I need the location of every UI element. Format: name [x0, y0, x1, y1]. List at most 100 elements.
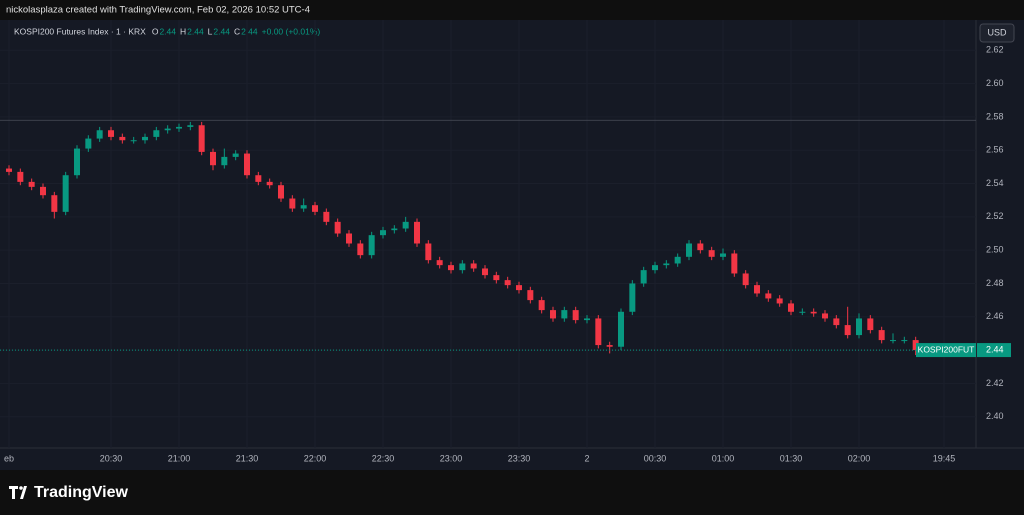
x-tick-label: 23:30 — [508, 453, 531, 463]
y-tick-label: 2.58 — [986, 111, 1004, 121]
candle-body — [890, 340, 896, 342]
x-tick-label: 19:45 — [933, 453, 956, 463]
candle-body — [459, 263, 466, 271]
candle-body — [198, 125, 205, 152]
candle-body — [606, 345, 613, 347]
candle-body — [391, 228, 398, 231]
candle-body — [153, 130, 160, 137]
candle-body — [244, 153, 250, 176]
candle-body — [822, 313, 828, 319]
candle-body — [119, 136, 126, 141]
candle-body — [96, 130, 103, 139]
candle-body — [312, 205, 318, 212]
candle-body — [584, 318, 590, 321]
candle-body — [289, 198, 296, 209]
candle-body — [164, 128, 171, 131]
candle-body — [334, 221, 341, 234]
candle-body — [731, 253, 738, 274]
last-price-label: 2.44 — [986, 344, 1004, 354]
candle-body — [833, 318, 840, 326]
candle-body — [278, 185, 284, 199]
last-price-badge — [977, 343, 1011, 358]
candle-body — [300, 205, 307, 209]
candle-body — [516, 285, 522, 291]
candle-body — [595, 318, 602, 346]
candle-body — [652, 265, 658, 271]
candle-body — [176, 126, 182, 129]
candle-body — [448, 265, 454, 271]
candle-body — [856, 318, 862, 336]
y-tick-label: 2.40 — [986, 411, 1004, 421]
overlay: KOSPI200FUT 2.44 — [0, 343, 1011, 358]
candle-body — [640, 270, 647, 284]
candle-body — [810, 311, 817, 314]
y-tick-label: 2.56 — [986, 145, 1004, 155]
candle-body — [357, 243, 364, 256]
candle-body — [629, 283, 636, 312]
candle-body — [674, 256, 681, 264]
candle-body — [799, 311, 806, 313]
currency[interactable]: USD — [987, 27, 1007, 37]
candle-body — [720, 253, 726, 257]
candle-body — [51, 195, 58, 212]
x-tick-label: 21:30 — [236, 453, 259, 463]
candle-body — [538, 300, 545, 311]
candle-body — [255, 175, 262, 182]
candle-body — [493, 275, 500, 281]
legend-change: +0.00 (+0.01%) — [262, 26, 321, 36]
y-tick-label: 2.60 — [986, 78, 1004, 88]
candle-body — [550, 310, 556, 319]
candle-body — [878, 330, 885, 341]
candle-body — [6, 168, 12, 172]
series-name-badge — [916, 343, 976, 358]
candle-body — [210, 151, 216, 166]
legend-field-value: 2.44 — [241, 26, 258, 36]
currency-button[interactable] — [979, 23, 1015, 43]
candle-body — [414, 221, 420, 244]
candle-body — [912, 340, 919, 351]
candle-body — [618, 311, 624, 347]
candle-body — [867, 318, 874, 331]
candle-body — [380, 230, 386, 236]
y-tick-label: 2.52 — [986, 211, 1004, 221]
y-tick-label: 2.46 — [986, 311, 1004, 321]
candle-body — [142, 136, 148, 141]
candle-body — [788, 303, 794, 312]
candle-body — [901, 340, 908, 342]
candle-body — [346, 233, 352, 244]
candle-body — [504, 280, 511, 286]
y-tick-label: 2.48 — [986, 278, 1004, 288]
candle-body — [697, 243, 704, 251]
candle-body — [754, 285, 760, 294]
candle-body — [470, 263, 477, 269]
candle-body — [40, 186, 46, 196]
y-tick-label: 2.42 — [986, 378, 1004, 388]
candle-body — [708, 250, 715, 257]
brand-name: TradingView — [34, 484, 129, 501]
grid: 2.40 2.42 2.44 2.46 2.48 2.50 2.52 2.54 2.56 2.58… — [0, 20, 1004, 463]
legend-field-label: C — [234, 26, 240, 36]
x-tick-label: 2 — [584, 453, 589, 463]
x-tick-label: 01:30 — [780, 453, 803, 463]
candle-body — [85, 138, 92, 149]
legend: KOSPI200 Futures Index · 1 · KRX O 2.44 H 2.… — [14, 26, 320, 36]
candle-body — [436, 260, 443, 266]
candle-body — [17, 171, 24, 182]
credit: nickolasplaza created with TradingView.c… — [6, 5, 310, 16]
candle-body — [482, 268, 488, 276]
candle-body — [561, 310, 568, 319]
legend-field-value: 2.44 — [187, 26, 204, 36]
x-tick-label: eb — [4, 453, 14, 463]
candle-body — [232, 153, 239, 157]
series-name: KOSPI200FUT — [918, 344, 975, 354]
candle-body — [527, 290, 534, 301]
legend-field-label: L — [208, 26, 213, 36]
candle-body — [62, 175, 69, 212]
x-tick-label: 00:30 — [644, 453, 667, 463]
legend-symbol: KOSPI200 Futures Index · 1 · KRX — [14, 26, 146, 36]
candle-body — [108, 130, 114, 137]
brand: TradingView — [9, 484, 129, 501]
brand-icon-dot — [19, 486, 23, 490]
